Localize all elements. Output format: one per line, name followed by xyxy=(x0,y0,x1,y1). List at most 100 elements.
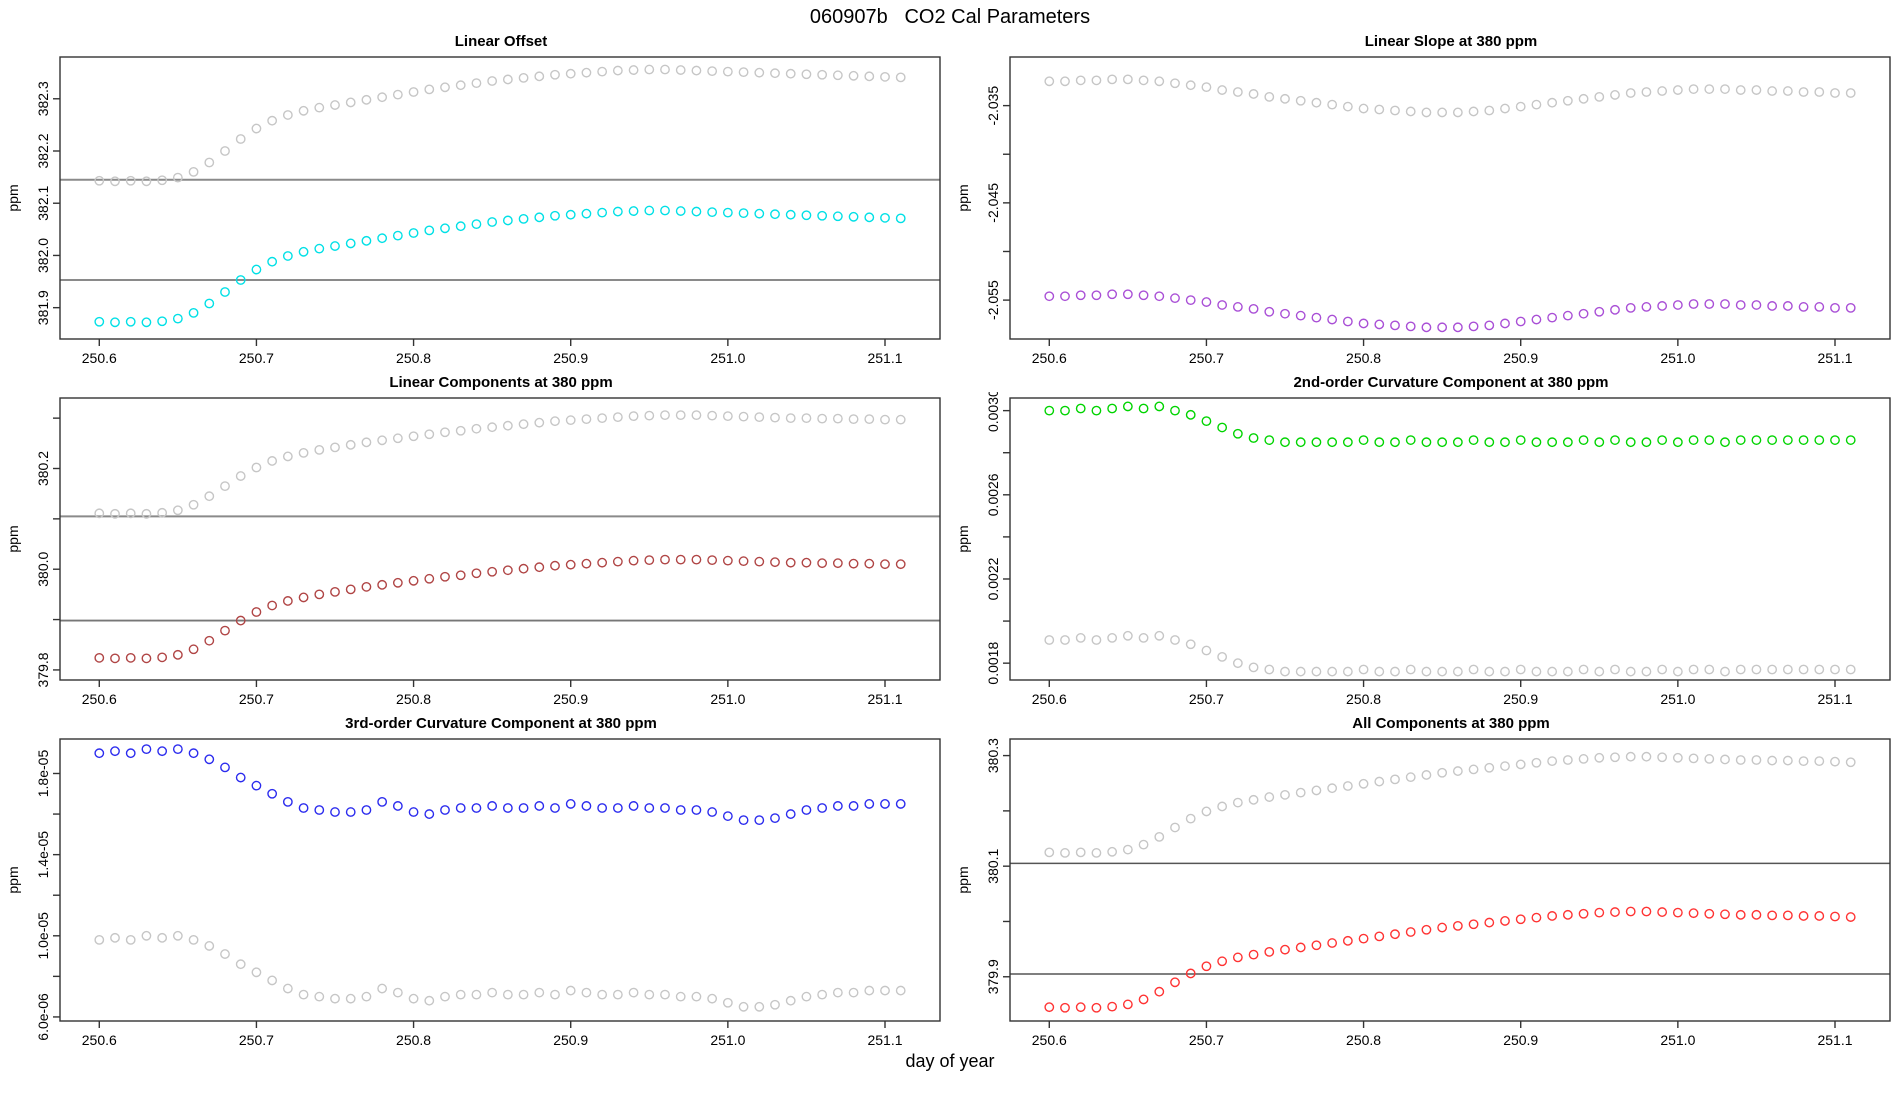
data-point xyxy=(1264,946,1275,957)
data-point xyxy=(518,803,529,813)
x-tick-label: 250.9 xyxy=(553,691,588,707)
data-point xyxy=(282,596,293,606)
data-point xyxy=(1107,846,1118,857)
data-point xyxy=(1075,847,1086,858)
y-tick-label: 0.0030 xyxy=(985,392,1001,432)
data-point xyxy=(1830,435,1840,445)
data-point xyxy=(1830,756,1840,767)
darkred-series xyxy=(94,554,906,664)
data-point xyxy=(1798,756,1809,767)
data-point xyxy=(455,989,466,1000)
y-tick-label: 0.0022 xyxy=(985,557,1001,600)
data-point xyxy=(1295,787,1306,798)
x-tick-label: 250.6 xyxy=(82,1032,117,1048)
y-tick-label: 382.2 xyxy=(35,133,51,168)
data-point xyxy=(1782,664,1793,675)
data-point xyxy=(1217,300,1228,310)
data-point xyxy=(282,451,293,462)
data-point xyxy=(487,566,498,577)
data-point xyxy=(392,433,403,444)
data-point xyxy=(1578,664,1589,675)
data-point xyxy=(832,70,843,81)
data-point xyxy=(1358,103,1369,114)
data-point xyxy=(1531,99,1542,110)
data-point xyxy=(440,82,450,93)
data-point xyxy=(204,941,215,951)
data-point xyxy=(125,748,136,759)
data-point xyxy=(691,805,702,815)
data-point xyxy=(1515,759,1526,770)
x-tick-label: 250.8 xyxy=(1346,350,1381,366)
data-point xyxy=(235,959,246,970)
y-axis: 379.9 380.1 380.3 xyxy=(985,738,1010,994)
data-point xyxy=(785,68,796,79)
data-point xyxy=(267,256,278,267)
data-point xyxy=(1720,754,1730,765)
x-axis: 250.6 250.7 250.8 250.9 251.0 251.1 xyxy=(82,339,903,366)
data-point xyxy=(1342,101,1353,112)
data-point xyxy=(1248,794,1259,805)
data-point xyxy=(738,556,749,567)
data-point xyxy=(628,65,639,75)
data-point xyxy=(1688,435,1699,445)
data-point xyxy=(1641,87,1652,97)
data-point xyxy=(1578,435,1589,445)
panel-title: 2nd-order Curvature Component at 380 ppm xyxy=(1293,374,1609,391)
data-point xyxy=(1751,300,1762,310)
x-tick-label: 250.9 xyxy=(553,350,588,366)
data-point xyxy=(1437,767,1448,778)
data-point xyxy=(707,807,718,817)
data-point xyxy=(1594,306,1605,317)
data-point xyxy=(94,652,105,663)
data-point xyxy=(1515,664,1526,675)
data-point xyxy=(1060,405,1070,416)
data-point xyxy=(1358,435,1369,445)
data-point xyxy=(1610,435,1620,445)
data-point xyxy=(1830,664,1840,675)
data-point xyxy=(408,228,419,238)
data-point xyxy=(1562,310,1573,321)
y-tick-label: -2.035 xyxy=(985,86,1001,126)
x-tick-label: 250.9 xyxy=(1503,1032,1538,1048)
data-point xyxy=(1531,757,1542,768)
plot-box xyxy=(59,738,941,1022)
y-tick-label: 382.3 xyxy=(35,81,51,116)
data-point xyxy=(864,799,875,809)
data-point xyxy=(330,241,340,251)
data-point xyxy=(644,989,655,1000)
data-point xyxy=(644,410,655,421)
data-point xyxy=(267,456,278,466)
y-tick-label: 1.4e-05 xyxy=(35,831,51,879)
data-point xyxy=(298,105,309,116)
data-point xyxy=(1390,320,1400,331)
linear-slope-plot: 250.6 250.7 250.8 250.9 251.0 251.1-2.035-2.0… xyxy=(955,56,1891,366)
data-point xyxy=(1091,1002,1102,1013)
data-point xyxy=(660,803,670,813)
data-point xyxy=(801,210,812,221)
data-point xyxy=(267,600,278,611)
data-point xyxy=(1232,302,1243,312)
data-point xyxy=(817,803,828,813)
data-point xyxy=(770,412,780,423)
x-tick-label: 250.6 xyxy=(1032,350,1067,366)
data-point xyxy=(1610,304,1620,315)
data-point xyxy=(801,991,812,1002)
y-tick-label: 380.1 xyxy=(985,848,1001,883)
data-point xyxy=(471,989,482,1000)
data-point xyxy=(1311,312,1322,323)
data-point xyxy=(1232,87,1243,97)
data-point xyxy=(314,102,325,113)
data-point xyxy=(188,748,199,759)
data-point xyxy=(440,223,450,234)
data-point xyxy=(377,92,388,103)
data-point xyxy=(1484,437,1495,448)
x-tick-label: 250.8 xyxy=(1346,691,1381,707)
data-point xyxy=(754,412,765,423)
data-point xyxy=(1547,666,1558,677)
data-point xyxy=(1500,103,1510,114)
data-point xyxy=(251,264,262,275)
data-point xyxy=(1437,922,1448,933)
data-point xyxy=(141,653,152,664)
data-point xyxy=(628,801,639,811)
data-point xyxy=(1405,664,1416,675)
